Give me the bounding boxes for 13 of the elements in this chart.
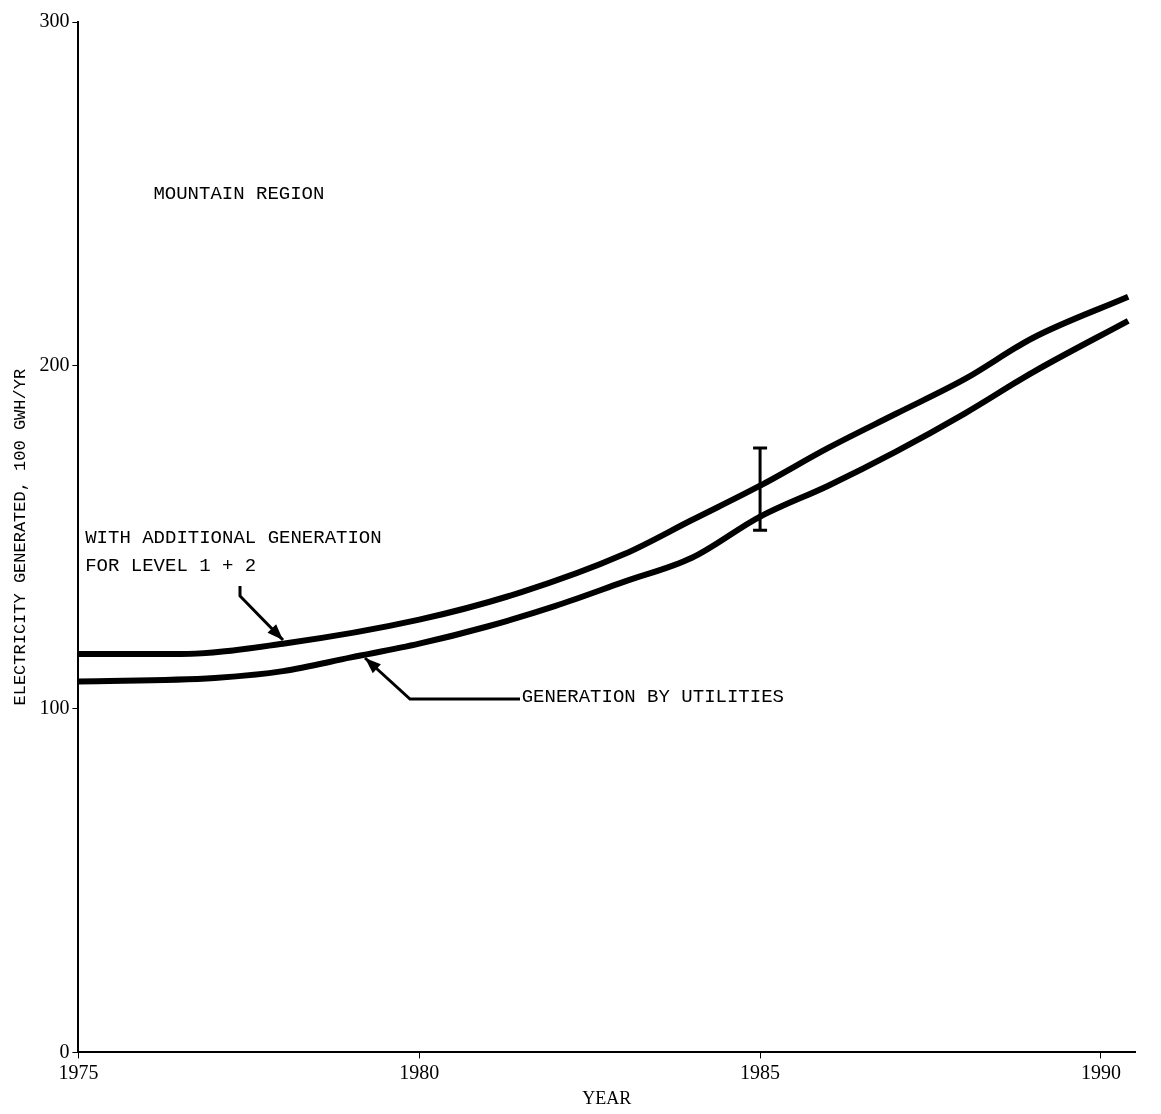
y-tick-label: 300 bbox=[39, 9, 70, 32]
y-tick-label: 100 bbox=[39, 696, 70, 719]
y-tick-label: 200 bbox=[39, 352, 70, 375]
text: MOUNTAIN REGION bbox=[153, 182, 325, 205]
x-tick-label: 1980 bbox=[399, 1060, 440, 1083]
annotation: WITH ADDITIONAL GENERATION FOR LEVEL 1 + 2 bbox=[85, 525, 382, 579]
annotation: GENERATION BY UTILITIES bbox=[521, 684, 784, 710]
x-axis-title: YEAR bbox=[582, 1087, 632, 1108]
y-tick-label: 0 bbox=[59, 1039, 70, 1062]
x-tick-label: 1990 bbox=[1080, 1060, 1121, 1083]
x-tick-label: 1985 bbox=[740, 1060, 781, 1083]
y-axis-title: ELECTRICITY GENERATED, 100 GWH/YR bbox=[10, 368, 30, 706]
x-tick-label: 1975 bbox=[58, 1060, 99, 1083]
